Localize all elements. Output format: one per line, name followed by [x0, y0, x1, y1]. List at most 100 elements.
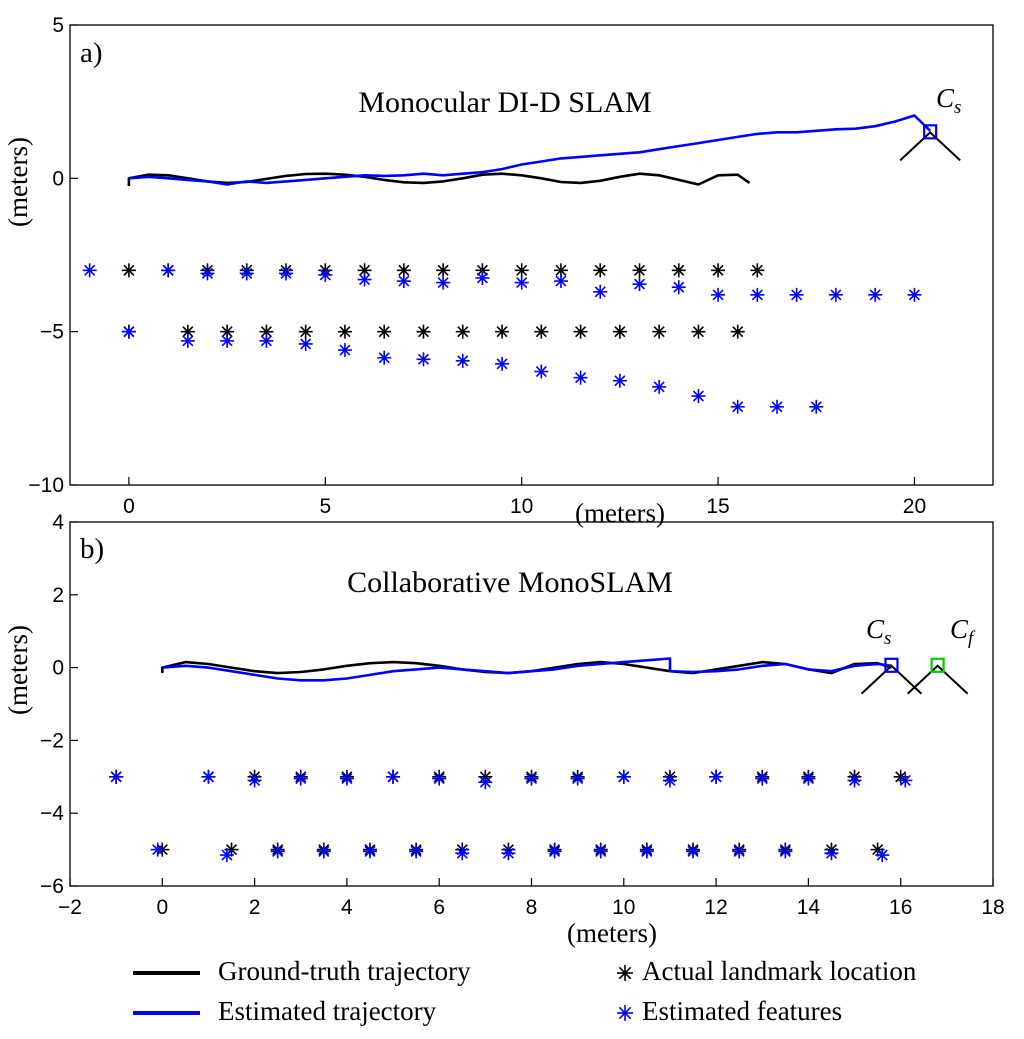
panel-b-ytick-label: −2	[40, 729, 64, 752]
panel-a-ytick-label: 0	[52, 167, 64, 190]
estimated-feature-marker	[828, 287, 843, 302]
actual-landmark-marker	[259, 324, 274, 339]
actual-landmark-marker	[377, 324, 392, 339]
panel-b-xtick-label: 14	[797, 896, 821, 919]
estimated-feature-marker	[570, 771, 585, 786]
actual-landmark-marker	[612, 324, 627, 339]
estimated-feature-marker	[200, 266, 215, 281]
estimated-feature-marker	[824, 846, 839, 861]
camera-cs-marker	[899, 124, 961, 162]
estimated-feature-marker	[357, 272, 372, 287]
panel-a-ytick-label: −10	[28, 474, 64, 497]
estimated-feature-marker	[547, 844, 562, 859]
camera-cs-marker	[860, 657, 923, 695]
estimated-feature-marker	[662, 773, 677, 788]
panel-a-xlabel: (meters)	[575, 498, 665, 528]
panel-b: 4 2 0 −2 −4 −6 −2 0 2 4 6 8 10 12 14 16 18 b) Collabora…	[3, 511, 1005, 948]
estimated-feature-marker	[671, 280, 686, 295]
estimated-feature-marker	[455, 353, 470, 368]
panel-a-title: Monocular DI-D SLAM	[358, 86, 651, 119]
legend-star-actual-glyph	[617, 965, 633, 981]
estimated-feature-marker	[632, 277, 647, 292]
legend: Ground-truth trajectory Estimated trajec…	[133, 956, 917, 1026]
estimated-feature-marker	[455, 846, 470, 861]
estimated-feature-marker	[847, 773, 862, 788]
actual-landmark-marker	[750, 263, 765, 278]
panel-b-title: Collaborative MonoSLAM	[347, 566, 673, 599]
estimated-feature-marker	[907, 287, 922, 302]
panel-a-frame	[69, 24, 994, 486]
panel-a-y-ticks: 5 0 −5 −10	[28, 14, 78, 497]
actual-landmark-marker	[436, 263, 451, 278]
actual-landmark-marker	[416, 324, 431, 339]
estimated-feature-marker	[709, 769, 724, 784]
estimated-feature-marker	[293, 771, 308, 786]
actual-landmark-marker	[632, 263, 647, 278]
panel-b-ytick-label: −6	[40, 875, 64, 898]
legend-label-estimated-features: Estimated features	[642, 996, 842, 1026]
estimated-feature-marker	[109, 769, 124, 784]
estimated-feature-marker	[409, 844, 424, 859]
panel-a-ytick-label: −5	[40, 321, 64, 344]
estimated-feature-marker	[755, 771, 770, 786]
panel-a-estimated-trajectory	[128, 114, 932, 186]
legend-label-actual-landmark: Actual landmark location	[642, 956, 917, 986]
panel-b-xtick-label: 4	[341, 896, 353, 919]
estimated-feature-marker	[769, 399, 784, 414]
actual-landmark-marker	[298, 324, 313, 339]
legend-star-est-glyph	[617, 1005, 633, 1021]
panel-b-plot-area	[109, 657, 969, 863]
panel-b-x-ticks: −2 0 2 4 6 8 10 12 14 16 18	[58, 878, 1005, 919]
camera-cs-label-b: Cs	[866, 614, 891, 649]
actual-landmark-marker	[652, 324, 667, 339]
panel-b-xtick-label: −2	[58, 896, 82, 919]
estimated-feature-marker	[219, 848, 234, 863]
actual-landmark-marker	[495, 324, 510, 339]
actual-landmark-marker	[121, 263, 136, 278]
legend-swatch-actual-landmark	[617, 965, 633, 981]
panel-b-xtick-label: 2	[249, 896, 261, 919]
panel-b-xtick-label: 12	[704, 896, 727, 919]
actual-landmark-marker	[671, 263, 686, 278]
estimated-feature-marker	[298, 336, 313, 351]
panel-a-tag: a)	[80, 37, 103, 69]
legend-label-estimated-trajectory: Estimated trajectory	[218, 996, 437, 1026]
estimated-feature-marker	[386, 769, 401, 784]
estimated-feature-marker	[652, 379, 667, 394]
estimated-feature-marker	[593, 284, 608, 299]
panel-a-x-ticks: 0 5 10 15 20	[123, 477, 926, 518]
panel-a-xtick-label: 5	[319, 495, 331, 518]
panel-a-ytick-label: 5	[52, 14, 64, 37]
panel-b-ytick-label: 0	[52, 657, 64, 680]
actual-landmark-marker	[337, 324, 352, 339]
estimated-feature-marker	[730, 399, 745, 414]
estimated-feature-marker	[524, 771, 539, 786]
panel-b-xtick-label: 16	[889, 896, 912, 919]
estimated-feature-marker	[732, 844, 747, 859]
legend-label-ground-truth: Ground-truth trajectory	[218, 956, 471, 986]
estimated-feature-marker	[82, 263, 97, 278]
actual-landmark-marker	[534, 324, 549, 339]
estimated-feature-marker	[318, 267, 333, 282]
estimated-feature-marker	[337, 343, 352, 358]
panel-a-xtick-label: 10	[510, 495, 533, 518]
estimated-feature-marker	[432, 771, 447, 786]
actual-landmark-marker	[711, 263, 726, 278]
actual-landmark-marker	[593, 263, 608, 278]
panel-a: 50−5−10 0 5 10 15 20 a) Monocular DI-D SLAM …	[3, 14, 994, 528]
estimated-feature-marker	[686, 844, 701, 859]
estimated-feature-marker	[201, 769, 216, 784]
panel-b-ylabel: (meters)	[3, 625, 33, 715]
panel-b-xlabel: (meters)	[567, 918, 657, 948]
panel-a-ylabel: (meters)	[3, 137, 33, 227]
camera-cf-label-b: Cf	[950, 614, 976, 649]
estimated-feature-marker	[514, 275, 529, 290]
estimated-feature-marker	[362, 844, 377, 859]
estimated-feature-marker	[416, 352, 431, 367]
estimated-feature-marker	[534, 364, 549, 379]
panel-a-xtick-label: 15	[706, 495, 729, 518]
estimated-feature-marker	[616, 769, 631, 784]
panel-b-xtick-label: 6	[433, 896, 445, 919]
panel-b-ytick-label: −4	[40, 802, 64, 825]
